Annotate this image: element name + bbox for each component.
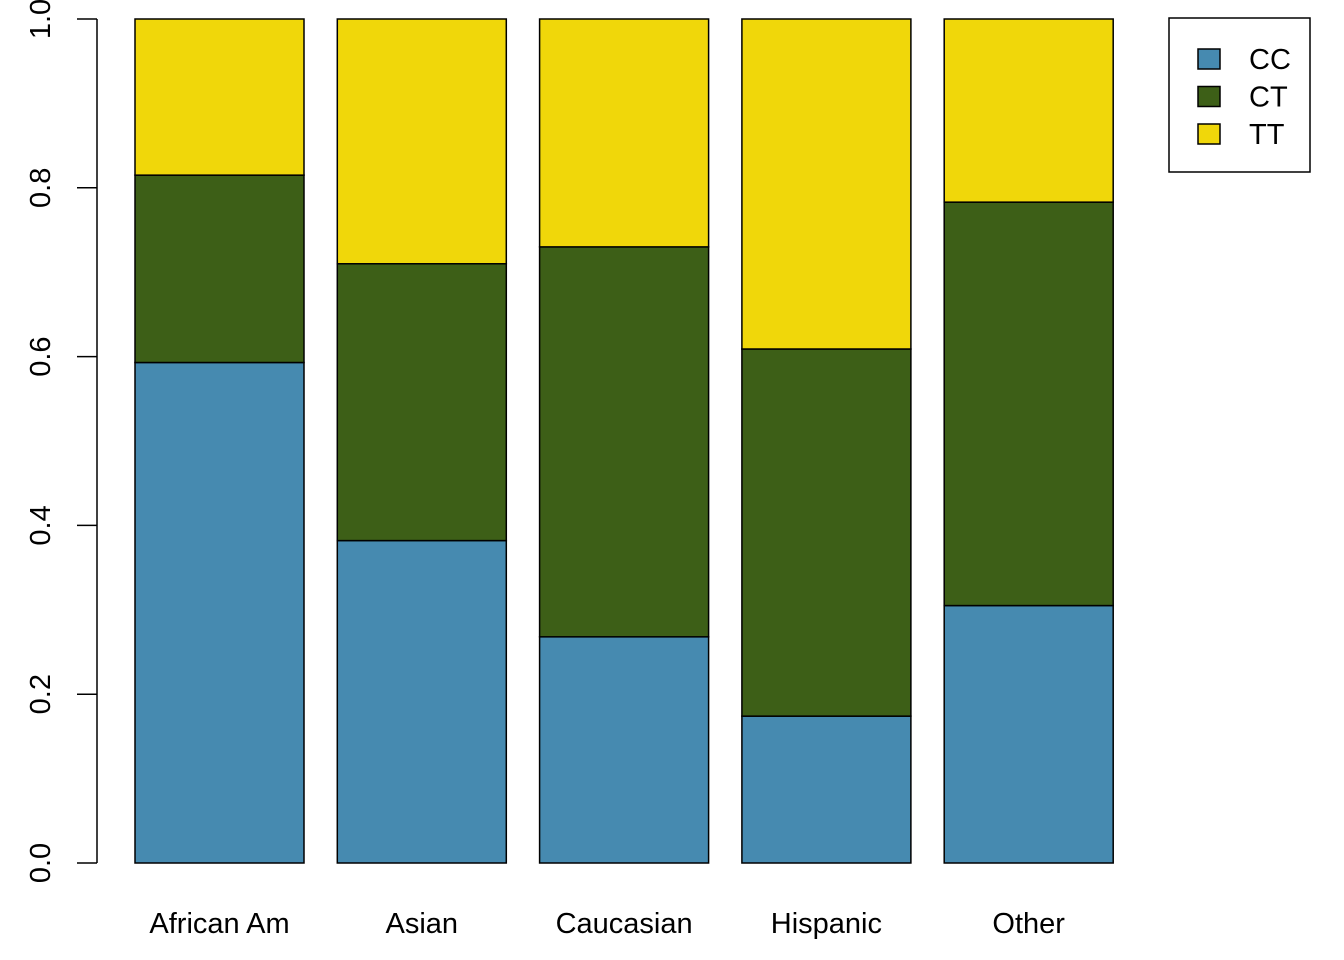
y-tick-label: 0.6 bbox=[25, 336, 57, 376]
y-axis: 0.0 0.2 0.4 0.6 0.8 1.0 bbox=[25, 0, 98, 883]
y-tick-label: 0.4 bbox=[25, 505, 57, 545]
legend-swatch-ct bbox=[1197, 85, 1221, 108]
bar-caucasian-tt bbox=[538, 18, 710, 248]
x-category-label: Caucasian bbox=[556, 908, 693, 940]
bar-hispanic-tt bbox=[741, 18, 912, 350]
legend: CC CT TT bbox=[1168, 17, 1311, 173]
bar-asian-ct bbox=[336, 263, 508, 542]
y-tick-label: 0.2 bbox=[25, 674, 57, 714]
x-category-label: Asian bbox=[386, 908, 459, 940]
x-category-label: African Am bbox=[149, 908, 289, 940]
legend-box bbox=[1168, 17, 1311, 173]
bar-caucasian-ct bbox=[538, 246, 710, 638]
bar-caucasian-cc bbox=[538, 636, 710, 864]
legend-label-ct: CT bbox=[1249, 82, 1288, 114]
x-category-label: Hispanic bbox=[771, 908, 882, 940]
bar-hispanic-ct bbox=[741, 348, 912, 717]
bar-hispanic-cc bbox=[741, 715, 912, 864]
bars bbox=[134, 18, 1114, 864]
bar-other-cc bbox=[943, 604, 1114, 864]
bar-asian-tt bbox=[336, 18, 508, 265]
bar-other-tt bbox=[943, 18, 1114, 203]
legend-label-tt: TT bbox=[1249, 119, 1285, 151]
bar-other-ct bbox=[943, 201, 1114, 607]
y-tick-label: 1.0 bbox=[25, 0, 57, 39]
y-tick-label: 0.0 bbox=[25, 843, 57, 883]
bar-asian-cc bbox=[336, 539, 508, 864]
x-axis-labels: African Am Asian Caucasian Hispanic Other bbox=[149, 908, 1065, 940]
legend-swatch-tt bbox=[1197, 123, 1221, 145]
bar-african-am-tt bbox=[134, 18, 305, 176]
y-tick-label: 0.8 bbox=[25, 168, 57, 208]
bar-african-am-ct bbox=[134, 174, 305, 364]
legend-swatch-cc bbox=[1197, 48, 1221, 70]
x-category-label: Other bbox=[992, 908, 1065, 940]
legend-label-cc: CC bbox=[1249, 44, 1291, 76]
bar-african-am-cc bbox=[134, 361, 305, 864]
